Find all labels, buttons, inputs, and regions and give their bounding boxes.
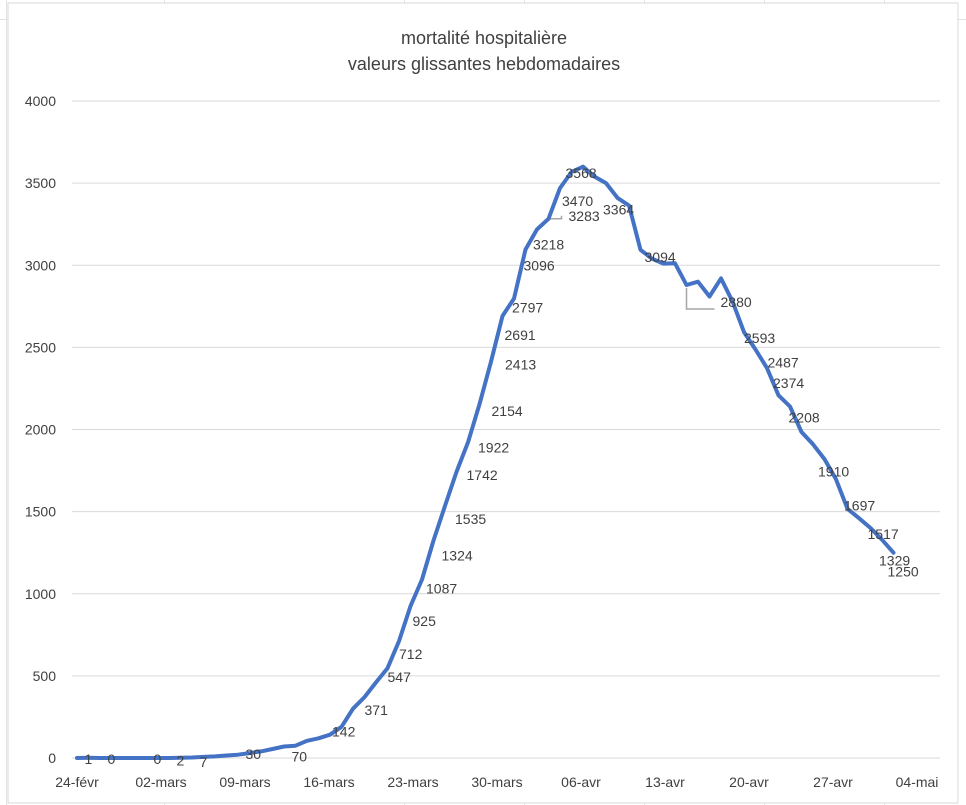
leader-line [549, 215, 563, 220]
x-tick-label: 23-mars [387, 774, 438, 790]
data-label: 30 [246, 746, 262, 762]
x-tick-label: 24-févr [55, 774, 99, 790]
data-label: 70 [292, 749, 308, 765]
x-tick-label: 13-avr [645, 774, 685, 790]
data-label: 3283 [569, 208, 600, 224]
data-label: 2208 [789, 409, 820, 425]
y-tick-label: 3000 [25, 257, 56, 273]
data-label: 1535 [455, 511, 486, 527]
y-tick-label: 500 [33, 668, 57, 684]
x-tick-label: 02-mars [135, 774, 186, 790]
chart-subtitle: valeurs glissantes hebdomadaires [348, 54, 620, 74]
data-label: 3094 [645, 249, 676, 265]
y-tick-label: 1000 [25, 586, 56, 602]
data-label: 7 [200, 754, 208, 770]
data-label: 1329 [879, 553, 910, 569]
data-label: 2413 [505, 357, 536, 373]
data-label: 2691 [505, 327, 536, 343]
data-label: 0 [154, 751, 162, 767]
leader-lines [549, 215, 715, 310]
data-label: 2 [177, 753, 185, 769]
data-label: 1742 [467, 467, 498, 483]
data-label: 2593 [744, 330, 775, 346]
data-label: 712 [399, 646, 423, 662]
data-label: 925 [413, 613, 437, 629]
data-label: 3470 [562, 193, 593, 209]
x-tick-label: 20-avr [729, 774, 769, 790]
x-tick-label: 27-avr [813, 774, 853, 790]
data-label: 3364 [603, 201, 634, 217]
data-label: 1250 [888, 564, 919, 580]
data-label: 1517 [868, 526, 899, 542]
x-tick-label: 30-mars [471, 774, 522, 790]
data-label: 1910 [818, 463, 849, 479]
data-label: 142 [332, 724, 356, 740]
y-tick-label: 1500 [25, 504, 56, 520]
x-tick-label: 06-avr [561, 774, 601, 790]
data-labels: 1 0 0 2 7 30 701423715477129251087132415351742… [85, 165, 919, 770]
chart-frame [7, 2, 959, 804]
y-tick-label: 0 [48, 750, 56, 766]
data-label: 1 [85, 751, 93, 767]
x-tick-label: 16-mars [303, 774, 354, 790]
gridlines [72, 100, 940, 759]
data-label: 1697 [844, 497, 875, 513]
y-tick-label: 2500 [25, 339, 56, 355]
data-label: 547 [388, 669, 412, 685]
data-label: 0 [108, 751, 116, 767]
y-axis-ticks: 0 500 1000 1500 2000 2500 3000 3500 4000 [25, 93, 56, 766]
leader-line [685, 287, 715, 310]
data-label: 2797 [512, 300, 543, 316]
y-tick-label: 2000 [25, 422, 56, 438]
y-tick-label: 3500 [25, 175, 56, 191]
data-label: 1087 [426, 580, 457, 596]
x-tick-label: 09-mars [219, 774, 270, 790]
chart-title: mortalité hospitalière [401, 28, 567, 48]
data-label: 1922 [478, 439, 509, 455]
data-label: 2374 [773, 375, 804, 391]
data-label: 3568 [566, 165, 597, 181]
data-label: 371 [365, 702, 389, 718]
series-group [75, 164, 896, 760]
x-axis-ticks: 24-févr 02-mars 09-mars 16-mars 23-mars 30-ma… [55, 774, 938, 790]
data-label: 1324 [442, 548, 473, 564]
data-label: 2880 [721, 294, 752, 310]
data-label: 3096 [524, 257, 555, 273]
x-tick-label: 04-mai [896, 774, 939, 790]
data-label: 2487 [768, 355, 799, 371]
y-tick-label: 4000 [25, 93, 56, 109]
data-label: 2154 [492, 403, 523, 419]
series-line [75, 164, 896, 760]
data-label: 3218 [533, 236, 564, 252]
